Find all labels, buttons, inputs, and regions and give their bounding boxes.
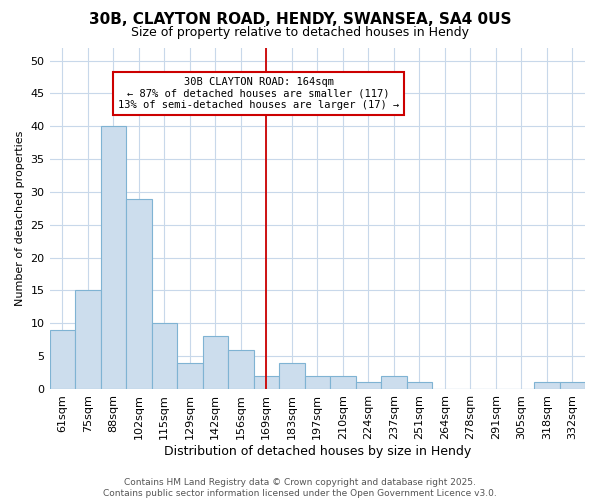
Bar <box>126 198 152 389</box>
Bar <box>356 382 381 389</box>
Bar <box>254 376 279 389</box>
Bar <box>330 376 356 389</box>
Bar <box>177 362 203 389</box>
X-axis label: Distribution of detached houses by size in Hendy: Distribution of detached houses by size … <box>164 444 471 458</box>
Bar <box>203 336 228 389</box>
Text: 30B CLAYTON ROAD: 164sqm
← 87% of detached houses are smaller (117)
13% of semi-: 30B CLAYTON ROAD: 164sqm ← 87% of detach… <box>118 77 399 110</box>
Bar <box>101 126 126 389</box>
Text: 30B, CLAYTON ROAD, HENDY, SWANSEA, SA4 0US: 30B, CLAYTON ROAD, HENDY, SWANSEA, SA4 0… <box>89 12 511 28</box>
Bar <box>228 350 254 389</box>
Bar <box>305 376 330 389</box>
Bar <box>75 290 101 389</box>
Bar <box>381 376 407 389</box>
Y-axis label: Number of detached properties: Number of detached properties <box>15 130 25 306</box>
Bar <box>50 330 75 389</box>
Bar <box>407 382 432 389</box>
Bar <box>152 324 177 389</box>
Text: Size of property relative to detached houses in Hendy: Size of property relative to detached ho… <box>131 26 469 39</box>
Text: Contains HM Land Registry data © Crown copyright and database right 2025.
Contai: Contains HM Land Registry data © Crown c… <box>103 478 497 498</box>
Bar <box>560 382 585 389</box>
Bar <box>534 382 560 389</box>
Bar <box>279 362 305 389</box>
